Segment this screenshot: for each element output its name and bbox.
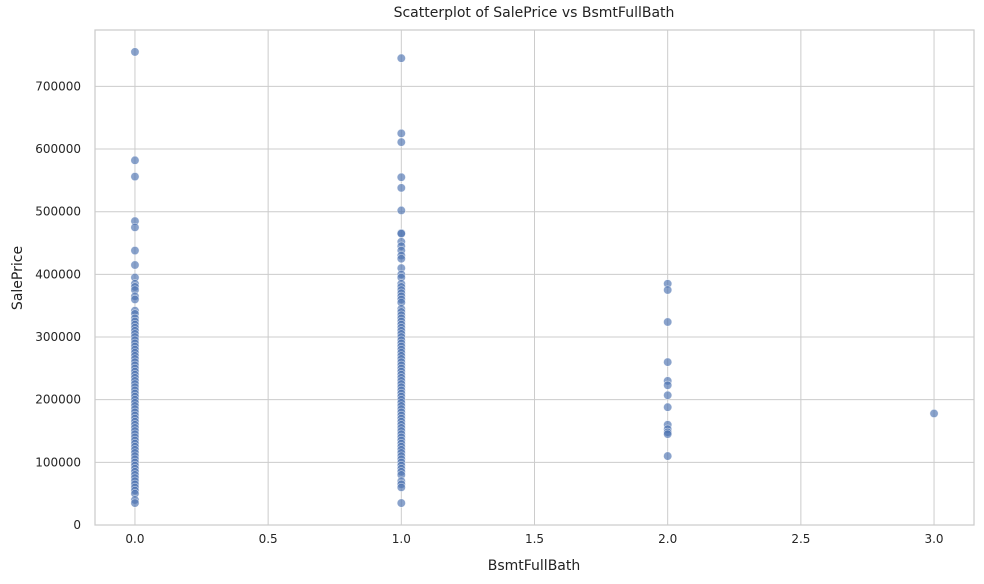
scatter-point [130,294,140,304]
y-axis-ticks: 0 100000 200000 300000 400000 500000 600000 700… [35,79,81,532]
scatter-point [396,53,406,63]
scatter-point [396,183,406,193]
y-tick-label: 0 [73,518,81,532]
scatter-point [663,390,673,400]
scatter-point [663,402,673,412]
scatter-point [130,498,140,508]
y-tick-label: 300000 [35,330,81,344]
y-tick-label: 200000 [35,393,81,407]
y-tick-label: 700000 [35,79,81,93]
chart-title: Scatterplot of SalePrice vs BsmtFullBath [394,5,675,21]
scatter-point [130,246,140,256]
y-tick-label: 500000 [35,205,81,219]
x-axis-label: BsmtFullBath [488,558,581,574]
x-tick-label: 1.5 [525,532,544,546]
x-axis-ticks: 0.0 0.5 1.0 1.5 2.0 2.5 3.0 [125,532,943,546]
x-tick-label: 0.5 [259,532,278,546]
scatter-point [663,380,673,390]
scatter-point [130,47,140,57]
data-points [130,47,939,508]
grid-lines [95,30,974,526]
scatter-point [130,155,140,165]
scatter-point [663,451,673,461]
scatter-point [663,317,673,327]
scatter-point [130,222,140,232]
scatter-point [929,408,939,418]
y-tick-label: 100000 [35,455,81,469]
x-tick-label: 2.5 [791,532,810,546]
x-tick-label: 3.0 [924,532,943,546]
scatter-point [396,254,406,264]
plot-area-frame [94,29,975,526]
scatter-point [396,482,406,492]
y-axis-label: SalePrice [10,246,26,310]
scatter-point [663,429,673,439]
scatter-point [396,172,406,182]
scatter-point [130,260,140,270]
scatter-point [396,128,406,138]
scatter-point [663,285,673,295]
scatter-point [396,205,406,215]
scatter-point [396,137,406,147]
x-tick-label: 1.0 [392,532,411,546]
scatter-point [130,172,140,182]
x-tick-label: 2.0 [658,532,677,546]
scatter-point [396,498,406,508]
scatter-point [396,229,406,239]
y-tick-label: 400000 [35,267,81,281]
scatter-point [663,357,673,367]
y-tick-label: 600000 [35,142,81,156]
x-tick-label: 0.0 [125,532,144,546]
